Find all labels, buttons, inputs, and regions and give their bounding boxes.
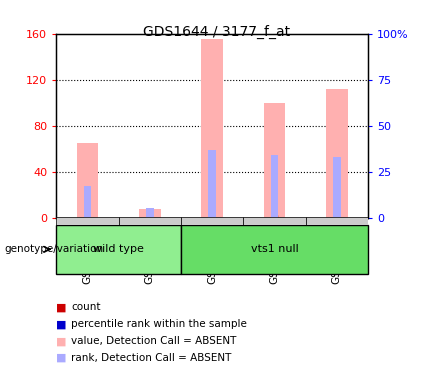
Text: GDS1644 / 3177_f_at: GDS1644 / 3177_f_at (143, 24, 290, 39)
Text: vts1 null: vts1 null (251, 244, 298, 254)
Bar (139, 210, 161, 218)
Bar (84, 186, 91, 218)
Bar (243, 217, 306, 225)
Text: percentile rank within the sample: percentile rank within the sample (71, 320, 247, 329)
Bar (271, 155, 278, 218)
Bar (181, 217, 243, 225)
Bar (77, 143, 98, 218)
Bar (201, 39, 223, 218)
Text: wild type: wild type (93, 244, 144, 254)
Text: count: count (71, 303, 101, 312)
Bar (326, 89, 348, 218)
Bar (119, 217, 181, 225)
FancyBboxPatch shape (181, 225, 368, 274)
Text: ■: ■ (56, 336, 67, 346)
FancyBboxPatch shape (56, 225, 181, 274)
Text: ■: ■ (56, 353, 67, 363)
Bar (56, 217, 119, 225)
Bar (146, 209, 154, 218)
Text: ■: ■ (56, 320, 67, 329)
Bar (264, 103, 285, 218)
Bar (306, 217, 368, 225)
Bar (333, 157, 341, 218)
Text: value, Detection Call = ABSENT: value, Detection Call = ABSENT (71, 336, 237, 346)
Text: rank, Detection Call = ABSENT: rank, Detection Call = ABSENT (71, 353, 232, 363)
Text: genotype/variation: genotype/variation (4, 244, 103, 254)
Text: ■: ■ (56, 303, 67, 312)
Bar (208, 150, 216, 217)
